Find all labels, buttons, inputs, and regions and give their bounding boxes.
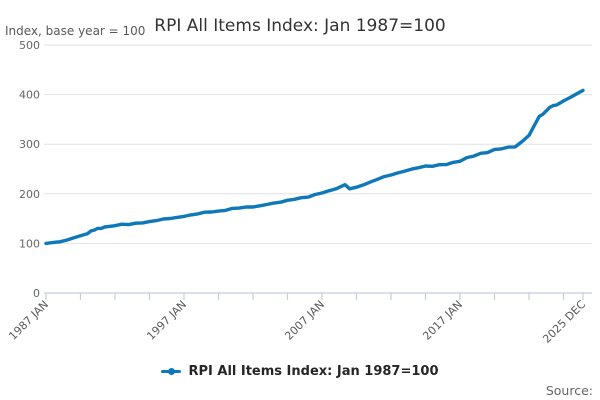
y-tick-label: 0	[33, 287, 40, 300]
legend-series-label[interactable]: RPI All Items Index: Jan 1987=100	[188, 364, 439, 379]
y-axis-unit-label: Index, base year = 100	[5, 24, 146, 38]
x-tick-label: 1997 JAN	[144, 298, 189, 343]
x-tick-label: 2007 JAN	[282, 298, 327, 343]
y-tick-label: 500	[19, 39, 40, 52]
legend-dot-icon	[167, 368, 175, 375]
x-tick-label: 1987 JAN	[6, 298, 51, 343]
source-label: Source:	[545, 383, 593, 398]
y-tick-label: 400	[19, 89, 40, 102]
legend-series-marker-icon	[161, 368, 182, 375]
legend: RPI All Items Index: Jan 1987=100	[0, 364, 600, 379]
y-tick-label: 100	[19, 237, 40, 250]
x-tick-label: 2017 JAN	[420, 298, 465, 343]
x-tick-label: 2025 DEC	[540, 298, 588, 346]
rpi-series-line	[44, 88, 585, 246]
y-tick-label: 300	[19, 138, 40, 151]
y-tick-label: 200	[19, 188, 40, 201]
chart-title: RPI All Items Index: Jan 1987=100	[154, 16, 446, 37]
